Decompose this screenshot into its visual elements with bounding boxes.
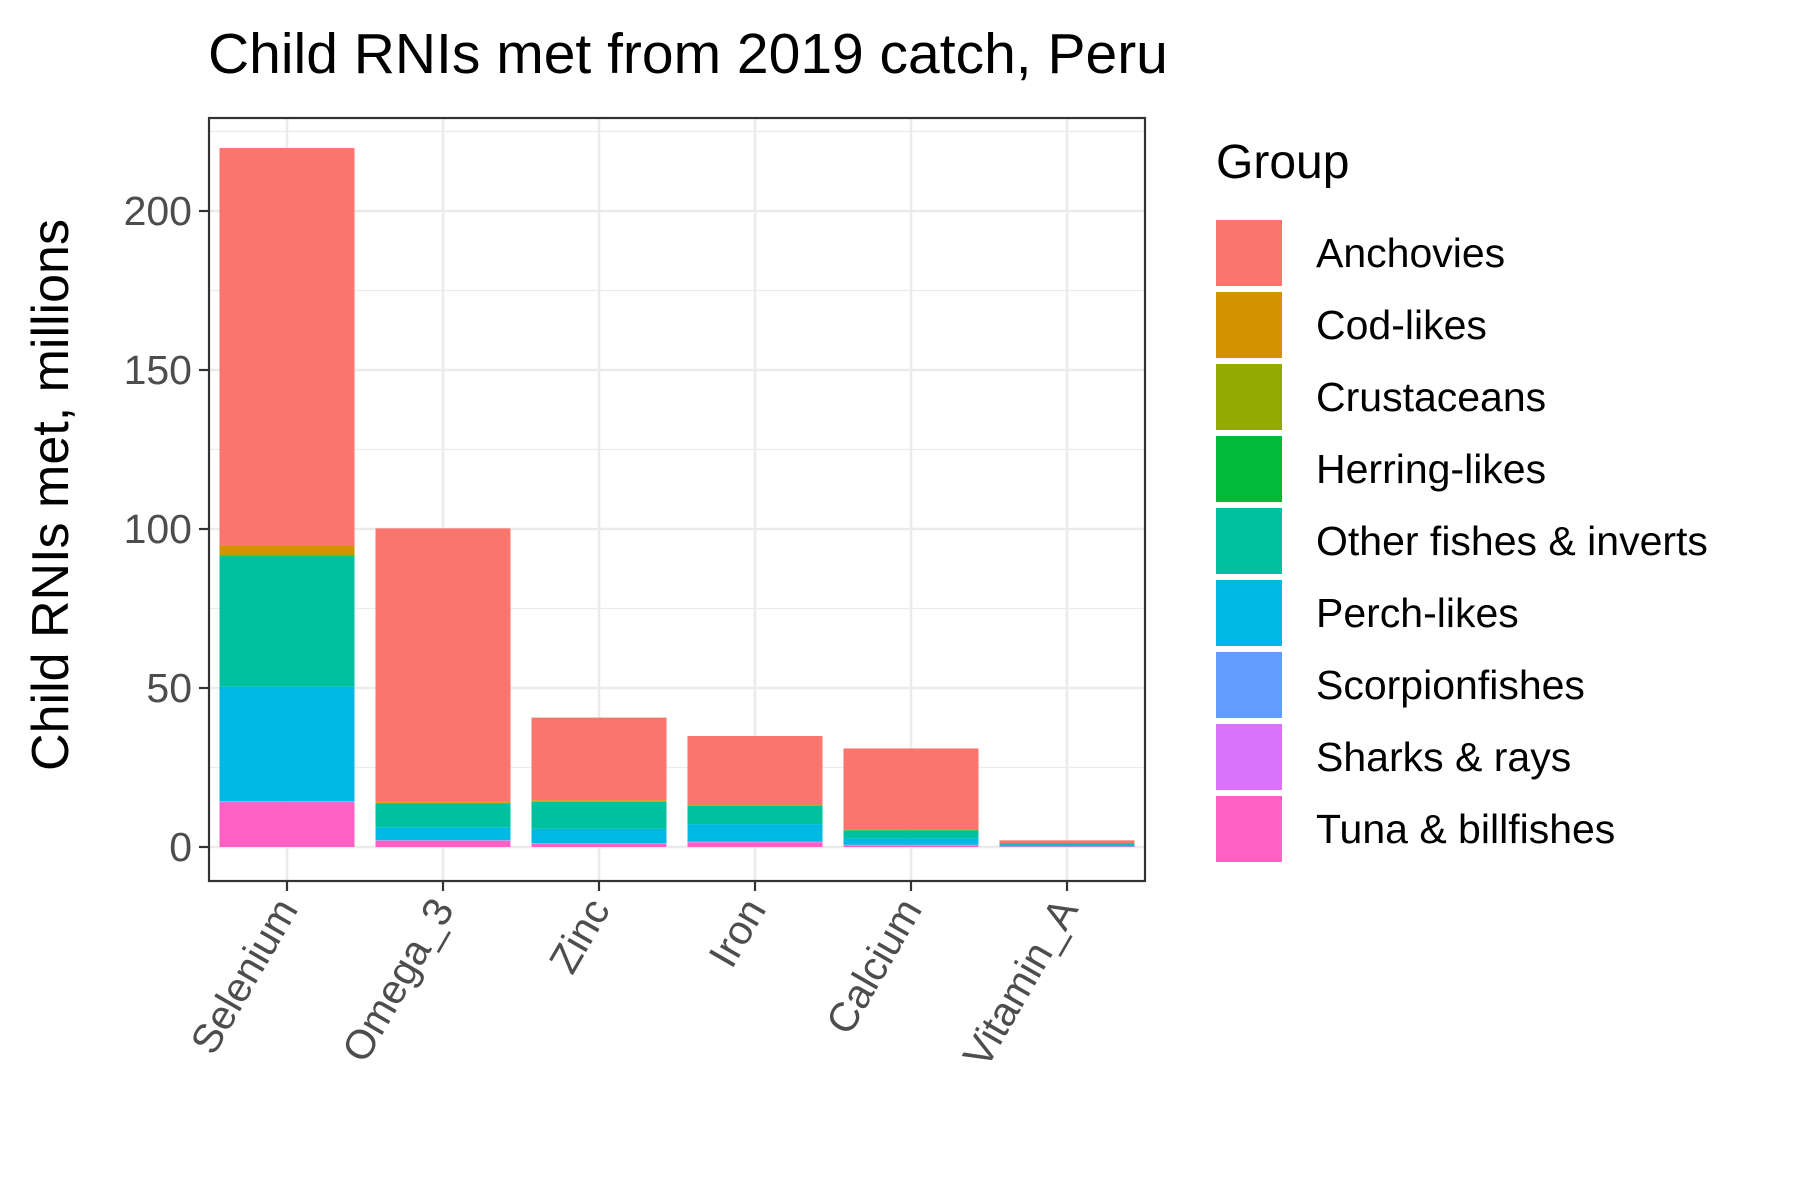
legend-title: Group: [1216, 136, 1349, 189]
bar-zinc-anchovies: [531, 717, 667, 801]
legend-key-crustaceans: [1216, 364, 1282, 430]
y-tick-label: 150: [124, 347, 192, 393]
bar-calcium-other-fishes-inverts: [843, 830, 979, 839]
legend-label-tuna-billfishes: Tuna & billfishes: [1316, 806, 1615, 852]
legend-label-cod-likes: Cod-likes: [1316, 302, 1487, 348]
bar-calcium-perch-likes: [843, 838, 979, 845]
bar-selenium-anchovies: [219, 148, 355, 546]
x-axis-ticks: Selenium Omega_3 Zinc Iron Calcium Vitamin_A: [181, 881, 1087, 1075]
bar-omega-3-anchovies: [375, 528, 511, 802]
chart-title: Child RNIs met from 2019 catch, Peru: [208, 22, 1168, 86]
panel-background: [209, 118, 1145, 881]
bar-iron-other-fishes-inverts: [687, 805, 823, 825]
legend-key-tuna-billfishes: [1216, 796, 1282, 862]
bar-iron-perch-likes: [687, 824, 823, 842]
legend-key-cod-likes: [1216, 292, 1282, 358]
y-tick-label: 50: [146, 665, 192, 711]
bar-selenium-perch-likes: [219, 686, 355, 802]
legend: Group Anchovies Cod-likes Crustaceans Herri…: [1216, 136, 1708, 862]
bar-zinc-perch-likes: [531, 828, 667, 844]
x-tick-label-zinc: Zinc: [540, 891, 619, 981]
legend-key-other-fishes-inverts: [1216, 508, 1282, 574]
bar-selenium-herring-likes: [219, 555, 355, 557]
legend-label-scorpionfishes: Scorpionfishes: [1316, 662, 1585, 708]
bar-omega-3-tuna-billfishes: [375, 840, 511, 847]
legend-label-sharks-rays: Sharks & rays: [1316, 734, 1571, 780]
y-tick-label: 100: [124, 506, 192, 552]
panel-border: [207, 116, 1147, 883]
bar-selenium-crustaceans: [219, 554, 355, 556]
bar-zinc-tuna-billfishes: [531, 843, 667, 847]
y-tick-label: 200: [124, 188, 192, 234]
legend-label-herring-likes: Herring-likes: [1316, 446, 1546, 492]
legend-key-anchovies: [1216, 220, 1282, 286]
bar-selenium-scorpionfishes: [219, 801, 355, 802]
bar-calcium-tuna-billfishes: [843, 845, 979, 847]
x-tick-label-vitamin-a: Vitamin_A: [954, 890, 1087, 1075]
bar-calcium-anchovies: [843, 748, 979, 830]
y-axis-ticks: 0 50 100 150 200: [124, 188, 209, 870]
bar-selenium-tuna-billfishes: [219, 802, 355, 847]
bar-zinc-other-fishes-inverts: [531, 801, 667, 829]
legend-label-crustaceans: Crustaceans: [1316, 374, 1546, 420]
plot-panel: [207, 116, 1147, 883]
legend-label-anchovies: Anchovies: [1316, 230, 1505, 276]
bar-iron-anchovies: [687, 736, 823, 805]
legend-label-other-fishes-inverts: Other fishes & inverts: [1316, 518, 1708, 564]
bar-iron-tuna-billfishes: [687, 842, 823, 847]
bar-vitamin-a-other-fishes-inverts: [999, 843, 1135, 845]
bar-selenium-other-fishes-inverts: [219, 556, 355, 687]
bar-vitamin-a-tuna-billfishes: [999, 846, 1135, 847]
y-tick-label: 0: [169, 824, 192, 870]
legend-key-herring-likes: [1216, 436, 1282, 502]
y-axis-label: Child RNIs met, millions: [22, 219, 80, 771]
bar-vitamin-a-anchovies: [999, 840, 1135, 844]
bar-iron-cod-likes: [687, 804, 823, 806]
bar-zinc-cod-likes: [531, 800, 667, 802]
legend-label-perch-likes: Perch-likes: [1316, 590, 1519, 636]
legend-key-sharks-rays: [1216, 724, 1282, 790]
bar-omega-3-cod-likes: [375, 801, 511, 803]
x-tick-label-calcium: Calcium: [817, 891, 931, 1042]
bar-omega-3-perch-likes: [375, 827, 511, 841]
legend-key-scorpionfishes: [1216, 652, 1282, 718]
x-tick-label-selenium: Selenium: [181, 891, 306, 1062]
x-tick-label-omega-3: Omega_3: [333, 891, 463, 1070]
legend-key-perch-likes: [1216, 580, 1282, 646]
bar-selenium-sharks-rays: [219, 801, 355, 803]
bar-selenium-cod-likes: [219, 545, 355, 555]
bar-vitamin-a-perch-likes: [999, 844, 1135, 847]
x-tick-label-iron: Iron: [700, 891, 775, 975]
bar-omega-3-other-fishes-inverts: [375, 803, 511, 828]
